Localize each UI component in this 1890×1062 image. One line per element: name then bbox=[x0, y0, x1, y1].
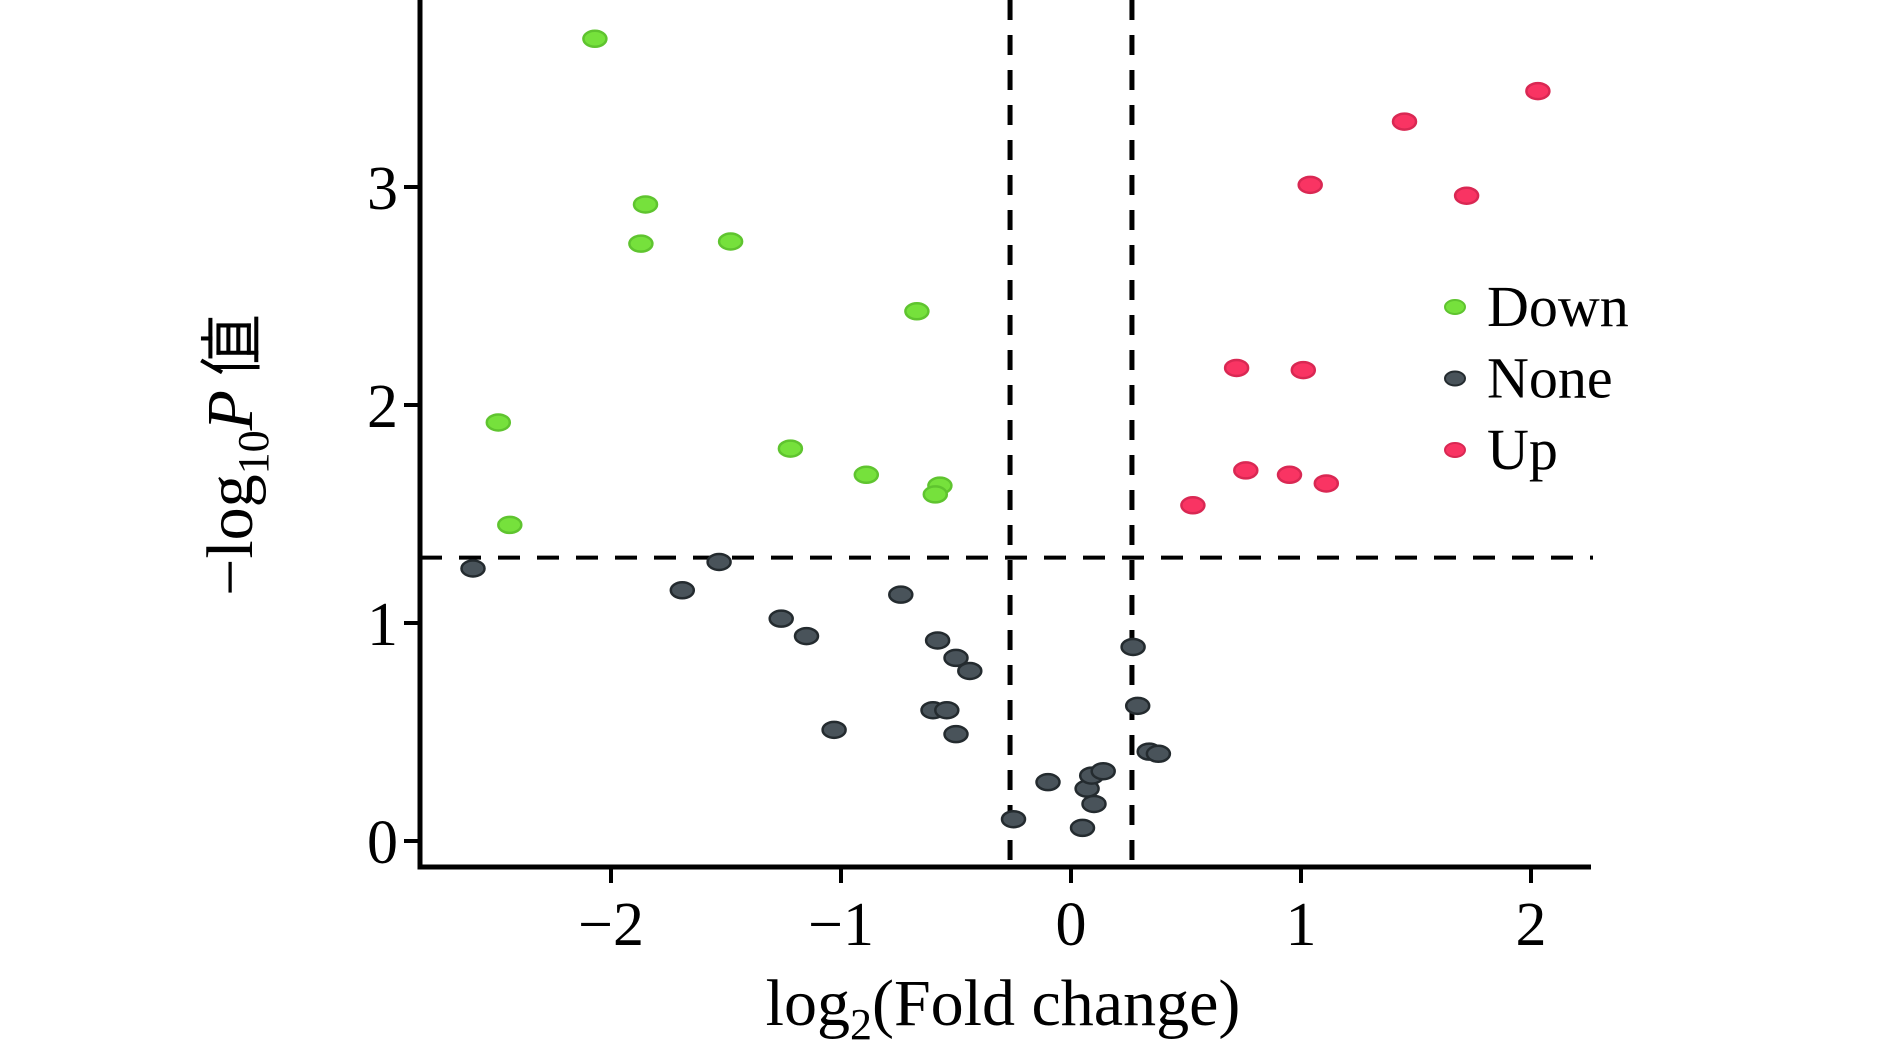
x-tick-label: 0 bbox=[1056, 891, 1087, 959]
legend-item-down: Down bbox=[1444, 274, 1629, 339]
x-axis-ticks: −2 −1 0 1 2 bbox=[578, 867, 1547, 959]
data-point-none bbox=[1035, 772, 1061, 792]
legend-label-down: Down bbox=[1487, 274, 1629, 339]
x-tick-label: −2 bbox=[578, 891, 644, 959]
yaxis-cjk-glyph-zhi bbox=[200, 316, 260, 375]
y-tick-label: 2 bbox=[367, 373, 398, 441]
x-tick-label: −1 bbox=[808, 891, 874, 959]
data-point-none bbox=[768, 609, 794, 628]
x-axis-label: log2(Fold change) bbox=[766, 967, 1241, 1049]
data-point-up bbox=[1276, 465, 1303, 485]
legend-label-none: None bbox=[1487, 346, 1613, 411]
axes bbox=[417, 0, 1591, 870]
data-point-down bbox=[582, 29, 608, 49]
data-point-up bbox=[1180, 496, 1206, 515]
data-point-none bbox=[669, 581, 696, 600]
data-point-none bbox=[1081, 794, 1107, 814]
data-point-down bbox=[922, 485, 949, 504]
data-point-none bbox=[934, 700, 960, 720]
y-axis-label: −log10P bbox=[194, 316, 278, 596]
threshold-lines bbox=[420, 0, 1593, 867]
data-point-up bbox=[1391, 112, 1418, 131]
legend-dot-none bbox=[1444, 370, 1466, 387]
data-point-none bbox=[943, 648, 969, 668]
data-point-none bbox=[706, 552, 732, 572]
data-point-down bbox=[777, 439, 804, 458]
y-tick-label: 0 bbox=[367, 809, 398, 877]
data-point-down bbox=[717, 232, 744, 251]
data-point-down bbox=[628, 234, 654, 253]
data-point-down bbox=[904, 302, 930, 321]
data-point-none bbox=[1120, 637, 1146, 657]
data-point-none bbox=[821, 720, 847, 740]
legend-dot-up bbox=[1444, 442, 1466, 458]
data-point-down bbox=[485, 413, 512, 432]
data-point-none bbox=[1000, 809, 1027, 829]
data-point-none bbox=[1145, 744, 1172, 764]
data-point-up bbox=[1453, 186, 1480, 205]
data-point-none bbox=[1069, 818, 1096, 838]
data-point-down bbox=[853, 465, 880, 485]
data-point-none bbox=[943, 724, 969, 744]
x-tick-label: 2 bbox=[1516, 891, 1547, 959]
data-point-up bbox=[1313, 474, 1340, 493]
data-point-none bbox=[793, 626, 820, 646]
data-point-up bbox=[1223, 358, 1250, 378]
scatter-points bbox=[460, 29, 1551, 838]
data-point-up bbox=[1297, 175, 1323, 195]
data-point-up bbox=[1525, 81, 1551, 101]
data-point-down bbox=[497, 515, 523, 535]
y-axis-ticks: 0 1 2 3 bbox=[367, 155, 420, 877]
data-point-none bbox=[924, 631, 951, 650]
legend-label-up: Up bbox=[1487, 417, 1558, 482]
y-tick-label: 1 bbox=[367, 591, 398, 659]
data-point-none bbox=[957, 661, 983, 681]
legend-item-up: Up bbox=[1444, 417, 1558, 482]
data-point-none bbox=[888, 585, 914, 604]
legend-item-none: None bbox=[1444, 346, 1613, 411]
y-tick-label: 3 bbox=[367, 155, 398, 223]
x-tick-label: 1 bbox=[1286, 891, 1317, 959]
data-point-down bbox=[632, 195, 659, 214]
data-point-up bbox=[1233, 461, 1259, 480]
legend-dot-down bbox=[1444, 299, 1466, 315]
data-point-none bbox=[1124, 696, 1151, 716]
data-point-none bbox=[460, 559, 486, 578]
data-point-up bbox=[1290, 360, 1317, 380]
y-axis-label-text: −log10P bbox=[194, 390, 278, 596]
data-point-none bbox=[1090, 761, 1116, 781]
